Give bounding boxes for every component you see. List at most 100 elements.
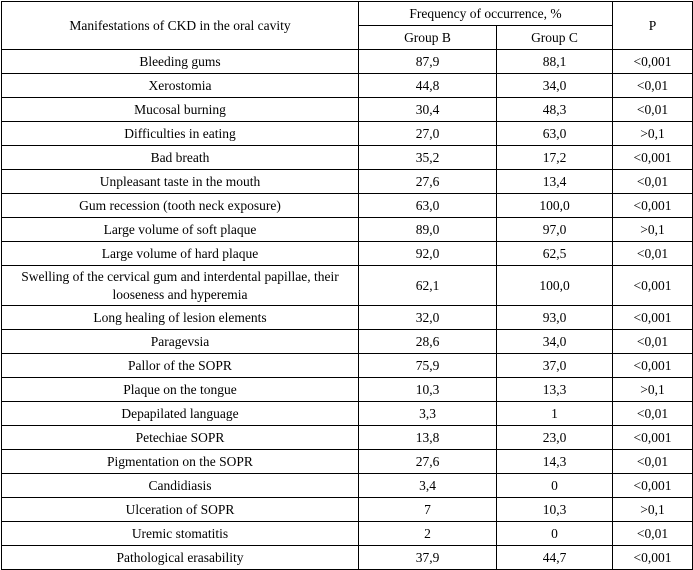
- column-header-group-c: Group C: [495, 25, 614, 50]
- table-row: Pathological erasability 37,9 44,7 <0,001: [1, 545, 693, 570]
- p-value-cell: <0,01: [612, 73, 693, 98]
- group-b-value-cell: 63,0: [358, 193, 497, 218]
- manifestation-cell: Depapilated language: [1, 401, 359, 427]
- table-row: Swelling of the cervical gum and interde…: [1, 264, 693, 307]
- manifestation-cell: Gum recession (tooth neck exposure): [1, 193, 359, 218]
- p-value-cell: <0,01: [612, 329, 693, 355]
- manifestation-cell: Pathological erasability: [1, 545, 359, 570]
- p-value-cell: >0,1: [612, 377, 693, 403]
- p-value-cell: >0,1: [612, 121, 693, 146]
- group-b-value-cell: 32,0: [358, 305, 497, 331]
- table-row: Large volume of soft plaque 89,0 97,0 >0,1: [1, 217, 693, 242]
- manifestation-cell: Large volume of hard plaque: [1, 241, 359, 266]
- manifestation-cell: Ulceration of SOPR: [1, 497, 359, 523]
- group-c-value-cell: 100,0: [495, 193, 614, 218]
- group-b-value-cell: 44,8: [358, 73, 497, 98]
- table-row: Xerostomia 44,8 34,0 <0,01: [1, 73, 693, 98]
- p-value-cell: <0,001: [612, 353, 693, 379]
- table-row: Mucosal burning 30,4 48,3 <0,01: [1, 97, 693, 122]
- manifestation-cell: Bleeding gums: [1, 49, 359, 74]
- table-row: Candidiasis 3,4 0 <0,001: [1, 473, 693, 499]
- group-c-value-cell: 0: [495, 473, 614, 499]
- p-value-cell: <0,01: [612, 401, 693, 427]
- group-c-value-cell: 44,7: [495, 545, 614, 570]
- p-value-cell: <0,001: [612, 49, 693, 74]
- manifestation-cell: Bad breath: [1, 145, 359, 170]
- p-value-cell: <0,001: [612, 193, 693, 218]
- group-c-value-cell: 1: [495, 401, 614, 427]
- table-row: Plaque on the tongue 10,3 13,3 >0,1: [1, 377, 693, 403]
- p-value-cell: <0,001: [612, 305, 693, 331]
- table-row: Gum recession (tooth neck exposure) 63,0 1…: [1, 193, 693, 218]
- manifestation-cell: Candidiasis: [1, 473, 359, 499]
- group-c-value-cell: 0: [495, 521, 614, 547]
- group-c-value-cell: 63,0: [495, 121, 614, 146]
- manifestation-cell: Plaque on the tongue: [1, 377, 359, 403]
- group-b-value-cell: 13,8: [358, 425, 497, 451]
- column-header-manifestations: Manifestations of CKD in the oral cavity: [1, 1, 359, 50]
- manifestation-cell: Xerostomia: [1, 73, 359, 98]
- group-b-value-cell: 27,6: [358, 449, 497, 475]
- p-value-cell: <0,01: [612, 521, 693, 547]
- manifestation-cell: Difficulties in eating: [1, 121, 359, 146]
- group-b-value-cell: 10,3: [358, 377, 497, 403]
- group-b-value-cell: 37,9: [358, 545, 497, 570]
- group-c-value-cell: 97,0: [495, 217, 614, 242]
- group-b-value-cell: 2: [358, 521, 497, 547]
- manifestation-cell: Large volume of soft plaque: [1, 217, 359, 242]
- table-row: Paragevsia 28,6 34,0 <0,01: [1, 329, 693, 355]
- table-row: Bleeding gums 87,9 88,1 <0,001: [1, 49, 693, 74]
- table-header: Manifestations of CKD in the oral cavity…: [1, 1, 693, 50]
- manifestation-cell: Mucosal burning: [1, 97, 359, 122]
- group-c-value-cell: 23,0: [495, 425, 614, 451]
- table-row: Unpleasant taste in the mouth 27,6 13,4 <0,…: [1, 169, 693, 194]
- group-b-value-cell: 30,4: [358, 97, 497, 122]
- manifestation-cell: Pallor of the SOPR: [1, 353, 359, 379]
- manifestation-cell: Pigmentation on the SOPR: [1, 449, 359, 475]
- table-body: Bleeding gums 87,9 88,1 <0,001 Xerostomia 44,…: [1, 49, 693, 570]
- manifestation-cell: Petechiae SOPR: [1, 425, 359, 451]
- p-value-cell: <0,01: [612, 169, 693, 194]
- p-value-cell: <0,001: [612, 425, 693, 451]
- table-row: Ulceration of SOPR 7 10,3 >0,1: [1, 497, 693, 523]
- column-header-group-b: Group B: [358, 25, 497, 50]
- group-c-value-cell: 62,5: [495, 241, 614, 266]
- group-b-value-cell: 27,0: [358, 121, 497, 146]
- manifestation-cell: Unpleasant taste in the mouth: [1, 169, 359, 194]
- p-value-cell: <0,001: [612, 264, 693, 307]
- group-b-value-cell: 28,6: [358, 329, 497, 355]
- group-c-value-cell: 17,2: [495, 145, 614, 170]
- group-c-value-cell: 48,3: [495, 97, 614, 122]
- group-b-value-cell: 89,0: [358, 217, 497, 242]
- p-value-cell: <0,01: [612, 449, 693, 475]
- header-row-1: Manifestations of CKD in the oral cavity…: [1, 1, 693, 50]
- table-row: Uremic stomatitis 2 0 <0,01: [1, 521, 693, 547]
- column-header-frequency: Frequency of occurrence, %: [357, 1, 614, 26]
- manifestation-cell: Swelling of the cervical gum and interde…: [1, 264, 359, 307]
- group-b-value-cell: 75,9: [358, 353, 497, 379]
- p-value-cell: <0,001: [612, 145, 693, 170]
- group-c-value-cell: 100,0: [495, 264, 614, 307]
- table-row: Petechiae SOPR 13,8 23,0 <0,001: [1, 425, 693, 451]
- table-row: Long healing of lesion elements 32,0 93,0 <…: [1, 305, 693, 331]
- group-c-value-cell: 13,4: [495, 169, 614, 194]
- p-value-cell: <0,001: [612, 545, 693, 570]
- group-c-value-cell: 37,0: [495, 353, 614, 379]
- table-row: Difficulties in eating 27,0 63,0 >0,1: [1, 121, 693, 146]
- group-b-value-cell: 3,3: [358, 401, 497, 427]
- table-row: Depapilated language 3,3 1 <0,01: [1, 401, 693, 427]
- p-value-cell: <0,001: [612, 473, 693, 499]
- table-row: Pallor of the SOPR 75,9 37,0 <0,001: [1, 353, 693, 379]
- table-row: Bad breath 35,2 17,2 <0,001: [1, 145, 693, 170]
- p-value-cell: >0,1: [612, 497, 693, 523]
- group-b-value-cell: 92,0: [358, 241, 497, 266]
- group-b-value-cell: 7: [358, 497, 497, 523]
- group-c-value-cell: 34,0: [495, 329, 614, 355]
- manifestation-cell: Paragevsia: [1, 329, 359, 355]
- group-b-value-cell: 27,6: [358, 169, 497, 194]
- group-c-value-cell: 93,0: [495, 305, 614, 331]
- group-c-value-cell: 10,3: [495, 497, 614, 523]
- header-row-2: Group B Group C: [2, 25, 693, 50]
